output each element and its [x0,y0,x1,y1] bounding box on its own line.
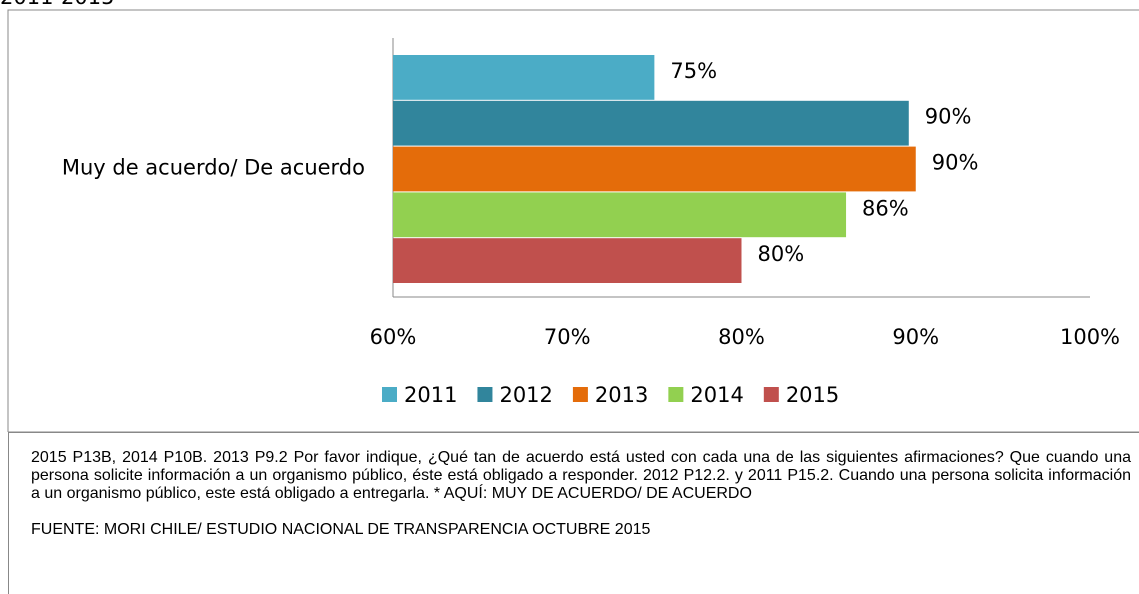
bar [393,192,847,238]
source: FUENTE: MORI CHILE/ ESTUDIO NACIONAL DE … [31,521,651,538]
note: 2015 P13B, 2014 P10B. 2013 P9.2 Por favo… [31,449,1131,502]
value-label: 90% [925,105,972,129]
legend-swatch [477,387,493,402]
bar [393,238,742,283]
footnote: 2015 P13B, 2014 P10B. 2013 P9.2 Por favo… [8,432,1139,594]
bar [393,100,909,146]
value-label: 86% [862,196,909,220]
legend-swatch [668,387,684,402]
chart-frame [7,9,1139,432]
legend-label: 2014 [690,383,743,407]
x-tick-label: 70% [544,325,591,349]
legend-label: 2013 [595,383,648,407]
chart-subtitle: 2011-2015 [0,0,114,9]
value-label: 90% [932,151,979,175]
x-tick-label: 100% [1060,325,1120,349]
legend-label: 2011 [404,383,457,407]
legend-swatch [763,387,779,402]
x-tick-label: 80% [718,325,765,349]
value-label: 80% [758,242,805,266]
legend-swatch [572,387,588,402]
legend-label: 2012 [499,383,552,407]
value-label: 75% [670,59,717,83]
legend-swatch [382,387,397,402]
category-label: Muy de acuerdo/ De acuerdo [62,156,365,180]
x-tick-label: 60% [370,325,417,349]
legend-label: 2015 [786,383,839,407]
chart: 2011-2015 60% 70% 80% 90% 100% Muy de acuerdo… [0,0,1139,432]
x-tick-label: 90% [892,325,939,349]
bar [393,55,655,100]
bar [393,146,916,192]
